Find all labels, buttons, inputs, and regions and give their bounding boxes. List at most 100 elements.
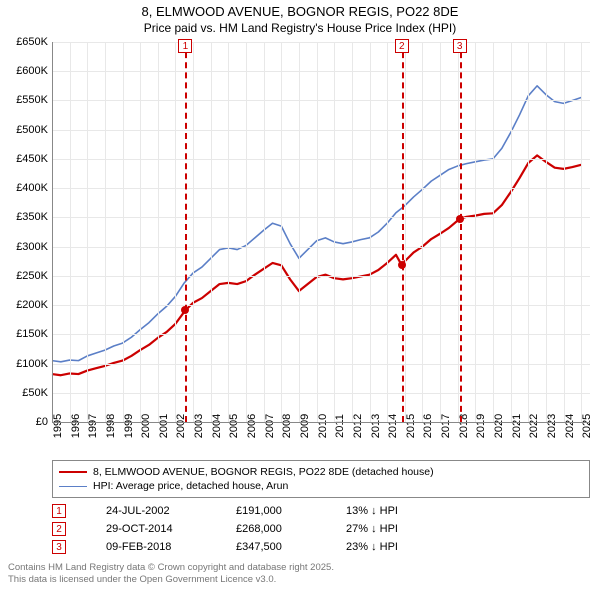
x-tick-label: 2004 [211,414,223,438]
gridline-v [352,42,353,422]
x-tick-label: 2003 [193,414,205,438]
sale-dot [456,215,464,223]
x-tick-label: 2009 [299,414,311,438]
title-line-2: Price paid vs. HM Land Registry's House … [0,21,600,37]
x-tick-label: 2014 [387,414,399,438]
gridline-v [511,42,512,422]
y-tick-label: £0 [36,416,48,428]
sales-row-date: 09-FEB-2018 [106,541,236,553]
sales-row-date: 24-JUL-2002 [106,505,236,517]
sales-row: 124-JUL-2002£191,00013% ↓ HPI [52,502,456,520]
x-tick-label: 2007 [264,414,276,438]
gridline-v [158,42,159,422]
sale-marker-line [460,42,462,422]
gridline-v [299,42,300,422]
gridline-v [564,42,565,422]
x-tick-label: 2001 [158,414,170,438]
y-tick-label: £400K [16,182,48,194]
gridline-h [52,188,590,189]
y-tick-label: £50K [22,387,48,399]
footer-line-2: This data is licensed under the Open Gov… [8,574,334,586]
y-tick-label: £500K [16,124,48,136]
y-tick-label: £550K [16,94,48,106]
gridline-h [52,247,590,248]
gridline-v [281,42,282,422]
gridline-v [528,42,529,422]
x-tick-label: 2021 [511,414,523,438]
y-tick-label: £650K [16,36,48,48]
legend-row-hpi: HPI: Average price, detached house, Arun [59,479,583,493]
gridline-v [581,42,582,422]
sale-marker-box: 2 [395,39,409,53]
x-tick-label: 2005 [228,414,240,438]
x-tick-label: 2017 [440,414,452,438]
x-axis [52,422,590,423]
legend: 8, ELMWOOD AVENUE, BOGNOR REGIS, PO22 8D… [52,460,590,498]
gridline-v [475,42,476,422]
sales-table: 124-JUL-2002£191,00013% ↓ HPI229-OCT-201… [52,502,456,556]
x-tick-label: 2006 [246,414,258,438]
x-tick-label: 2010 [317,414,329,438]
sales-row-diff: 23% ↓ HPI [346,541,456,553]
chart-container: 8, ELMWOOD AVENUE, BOGNOR REGIS, PO22 8D… [0,0,600,590]
y-tick-label: £300K [16,241,48,253]
x-tick-label: 2023 [546,414,558,438]
x-tick-label: 2015 [405,414,417,438]
gridline-v [228,42,229,422]
x-tick-label: 1998 [105,414,117,438]
gridline-v [370,42,371,422]
gridline-v [317,42,318,422]
x-tick-label: 2011 [334,414,346,438]
gridline-v [140,42,141,422]
sale-dot [398,261,406,269]
gridline-v [87,42,88,422]
y-tick-label: £100K [16,358,48,370]
gridline-h [52,364,590,365]
gridline-h [52,42,590,43]
gridline-h [52,276,590,277]
sale-marker-line [402,42,404,422]
x-tick-label: 2025 [581,414,593,438]
gridline-h [52,100,590,101]
x-tick-label: 2000 [140,414,152,438]
gridline-v [264,42,265,422]
x-tick-label: 1995 [52,414,64,438]
legend-label-hpi: HPI: Average price, detached house, Arun [93,480,288,492]
sales-row-price: £191,000 [236,505,346,517]
sales-row-marker: 1 [52,504,66,518]
y-tick-label: £150K [16,328,48,340]
footer: Contains HM Land Registry data © Crown c… [8,562,334,586]
gridline-h [52,159,590,160]
legend-swatch-price-paid [59,471,87,473]
gridline-h [52,217,590,218]
gridline-h [52,305,590,306]
x-tick-label: 1999 [123,414,135,438]
x-tick-label: 2013 [370,414,382,438]
x-tick-label: 2012 [352,414,364,438]
gridline-v [458,42,459,422]
gridline-v [405,42,406,422]
gridline-v [123,42,124,422]
sales-row-price: £268,000 [236,523,346,535]
sales-row-diff: 27% ↓ HPI [346,523,456,535]
gridline-v [387,42,388,422]
sale-marker-line [185,42,187,422]
footer-line-1: Contains HM Land Registry data © Crown c… [8,562,334,574]
sales-row: 309-FEB-2018£347,50023% ↓ HPI [52,538,456,556]
sales-row-marker: 2 [52,522,66,536]
sale-marker-box: 3 [453,39,467,53]
x-tick-label: 2008 [281,414,293,438]
gridline-v [70,42,71,422]
gridline-v [546,42,547,422]
gridline-h [52,393,590,394]
y-tick-label: £450K [16,153,48,165]
gridline-v [422,42,423,422]
x-tick-label: 2024 [564,414,576,438]
x-tick-label: 1996 [70,414,82,438]
y-axis [52,42,53,422]
y-tick-label: £350K [16,211,48,223]
gridline-v [193,42,194,422]
gridline-v [246,42,247,422]
gridline-v [105,42,106,422]
sales-row: 229-OCT-2014£268,00027% ↓ HPI [52,520,456,538]
